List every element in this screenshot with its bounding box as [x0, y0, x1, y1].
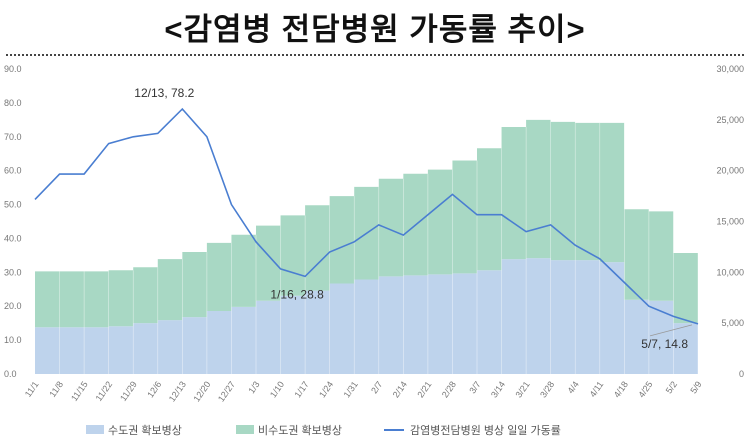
- x-axis-tick: 5/2: [664, 379, 679, 395]
- title-divider: [6, 54, 744, 56]
- left-axis-tick: 90.0: [4, 64, 22, 74]
- x-axis-tick: 11/22: [94, 379, 115, 403]
- left-axis-tick: 20.0: [4, 301, 22, 311]
- data-label: 12/13, 78.2: [134, 86, 194, 100]
- right-axis-tick: 0: [739, 369, 744, 379]
- x-axis-tick: 12/6: [145, 379, 163, 399]
- legend-non-capital-swatch: [236, 425, 254, 434]
- non-capital-area-series: [35, 119, 698, 328]
- left-axis-tick: 50.0: [4, 200, 22, 210]
- legend-capital-label: 수도권 확보병상: [108, 424, 182, 437]
- x-axis-tick: 11/1: [23, 379, 41, 399]
- data-label: 1/16, 28.8: [270, 287, 324, 301]
- x-axis-tick: 4/11: [588, 379, 606, 399]
- right-axis-tick: 20,000: [716, 166, 744, 176]
- x-axis-tick: 11/8: [47, 379, 65, 399]
- left-axis-tick: 0.0: [4, 369, 17, 379]
- x-axis-tick: 4/4: [565, 379, 580, 395]
- left-axis-tick: 80.0: [4, 98, 22, 108]
- x-axis-tick: 3/21: [514, 379, 532, 399]
- right-axis-tick: 25,000: [716, 115, 744, 125]
- left-axis-tick: 10.0: [4, 335, 22, 345]
- left-axis-tick: 60.0: [4, 166, 22, 176]
- left-axis-tick: 70.0: [4, 132, 22, 142]
- x-axis-tick: 4/25: [636, 379, 654, 399]
- left-axis-tick: 40.0: [4, 233, 22, 243]
- legend-capital-swatch: [86, 425, 104, 434]
- left-axis-tick: 30.0: [4, 267, 22, 277]
- x-axis-tick: 1/3: [246, 379, 261, 395]
- data-label: 5/7, 14.8: [641, 337, 688, 351]
- x-axis-tick: 11/15: [69, 379, 90, 403]
- x-axis-tick: 5/9: [688, 379, 703, 395]
- right-axis-tick: 10,000: [716, 267, 744, 277]
- x-axis-tick: 2/21: [415, 379, 433, 399]
- x-axis-tick: 2/28: [440, 379, 458, 399]
- x-axis-tick: 1/31: [342, 379, 360, 399]
- x-axis-tick: 3/28: [538, 379, 556, 399]
- x-axis-tick: 11/29: [118, 379, 139, 403]
- capital-area-series: [35, 258, 698, 374]
- right-axis-tick: 5,000: [721, 318, 744, 328]
- utilization-line-series: [34, 107, 699, 325]
- x-axis-tick: 3/14: [489, 379, 507, 399]
- x-axis-tick: 2/14: [391, 379, 409, 399]
- x-axis-tick: 12/13: [167, 379, 188, 403]
- legend-non-capital-label: 비수도권 확보병상: [258, 424, 342, 437]
- right-axis-tick: 15,000: [716, 217, 744, 227]
- data-label-leader: [649, 324, 693, 337]
- x-axis-tick: 1/10: [268, 379, 286, 399]
- x-axis-tick: 12/20: [191, 379, 212, 403]
- chart-title: <감염병 전담병원 가동률 추이>: [164, 12, 586, 47]
- x-axis-tick: 1/17: [293, 379, 311, 399]
- x-axis-tick: 12/27: [216, 379, 237, 403]
- x-axis-tick: 2/7: [369, 379, 384, 395]
- right-axis-tick: 30,000: [716, 64, 744, 74]
- x-axis-tick: 4/18: [612, 379, 630, 399]
- x-axis-tick: 1/24: [317, 379, 335, 399]
- legend-utilization-label: 감염병전담병원 병상 일일 가동률: [410, 423, 561, 437]
- x-axis-tick: 3/7: [467, 379, 482, 395]
